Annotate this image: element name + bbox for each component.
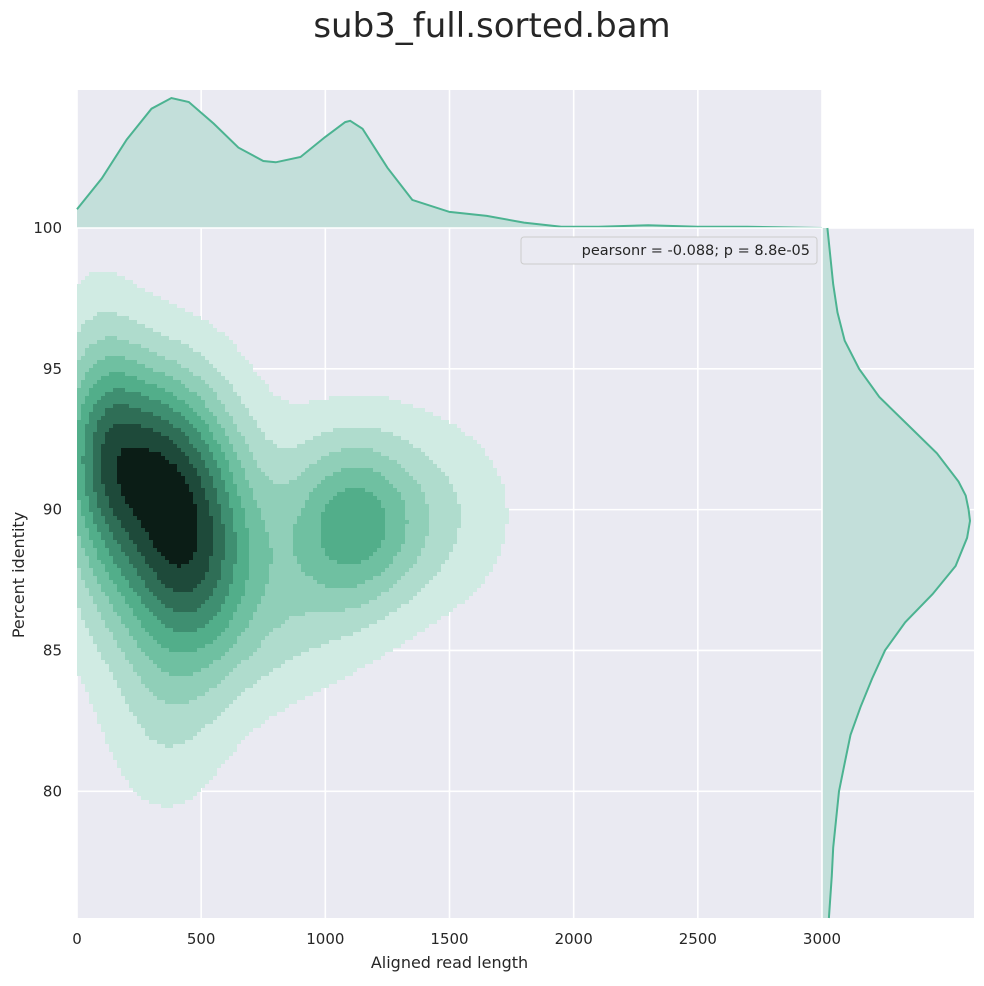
y-tick-label: 80: [43, 782, 62, 800]
chart-title: sub3_full.sorted.bam: [313, 6, 670, 46]
y-tick-label: 95: [43, 360, 62, 378]
kde-contours: [77, 272, 509, 808]
legend-box: [520, 236, 818, 265]
marginal-y-panel: [822, 227, 974, 919]
joint-plot-panel: [76, 227, 823, 918]
x-axis-label: Aligned read length: [371, 953, 528, 972]
y-tick-label: 90: [43, 501, 62, 519]
y-axis-ticks: 80 85 90 95 100: [33, 219, 62, 800]
y-axis-label: Percent identity: [9, 512, 28, 638]
x-axis-ticks: 0 500 1000 1500 2000 2500 3000: [72, 930, 841, 948]
kde-contour-level: [117, 448, 197, 568]
x-tick-label: 3000: [803, 930, 841, 948]
marginal-y-density-fill: [822, 228, 970, 918]
y-tick-label: 85: [43, 641, 62, 659]
x-tick-label: 0: [72, 930, 82, 948]
x-tick-label: 1000: [306, 930, 344, 948]
x-tick-label: 1500: [430, 930, 468, 948]
y-tick-label: 100: [33, 219, 62, 237]
x-tick-label: 2000: [555, 930, 593, 948]
marginal-x-density-fill: [77, 98, 822, 228]
x-tick-label: 500: [187, 930, 216, 948]
legend-text: pearsonr = -0.088; p = 8.8e-05: [582, 243, 810, 259]
marginal-y-density-line: [826, 227, 972, 919]
marginal-x-panel: [76, 90, 823, 229]
marginal-x-density-line: [76, 96, 823, 229]
x-tick-label: 2500: [679, 930, 717, 948]
legend: pearsonr = -0.088; p = 8.8e-05: [520, 236, 818, 265]
